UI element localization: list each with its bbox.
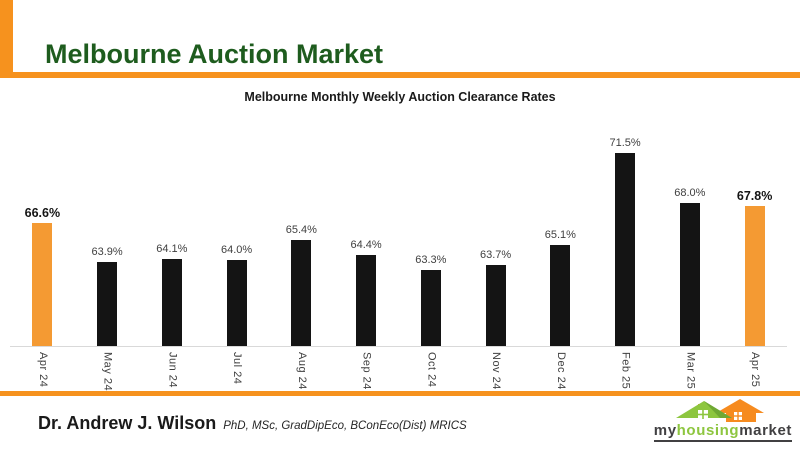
- x-axis-label: Sep 24: [360, 352, 373, 390]
- bar: [744, 206, 765, 346]
- bar: [32, 223, 53, 346]
- bar: [485, 265, 506, 346]
- x-axis-label-slot: Sep 24: [334, 352, 399, 391]
- author-name: Dr. Andrew J. Wilson PhD, MSc, GradDipEco…: [38, 411, 467, 438]
- bar-chart-plot-area: 66.6% 63.9% 64.1% 64.0% 65.4% 64.4% 63.3% 63.7%…: [10, 138, 787, 347]
- bar-value-label: 64.1%: [156, 243, 188, 255]
- bar-column: 65.4%: [269, 225, 334, 346]
- bar: [356, 255, 377, 346]
- bar: [679, 203, 700, 346]
- x-axis-label: Apr 24: [36, 352, 49, 388]
- author-credentials: PhD, MSc, GradDipEco, BConEco(Dist) MRIC…: [223, 420, 467, 432]
- bar-value-label: 67.8%: [736, 188, 773, 203]
- x-axis-label-slot: Oct 24: [399, 352, 464, 391]
- bar: [161, 259, 182, 346]
- bar-column: 65.1%: [528, 230, 593, 346]
- x-axis-label: Jul 24: [231, 352, 244, 385]
- bar-value-label: 63.3%: [415, 254, 447, 266]
- x-axis-label-slot: Nov 24: [463, 352, 528, 391]
- bar-column: 63.3%: [399, 255, 464, 346]
- bar-column: 63.9%: [75, 247, 140, 346]
- bar-column: 64.1%: [140, 244, 205, 346]
- bar-value-label: 63.7%: [480, 249, 512, 261]
- orange-house: [715, 399, 764, 422]
- bar-column: 64.4%: [334, 240, 399, 346]
- x-axis-label-slot: Jun 24: [140, 352, 205, 391]
- x-axis-label-slot: Apr 24: [10, 352, 75, 391]
- x-axis-label-slot: Apr 25: [722, 352, 787, 391]
- logo-part-housing: housing: [676, 422, 740, 439]
- green-house: [675, 401, 732, 419]
- bar-value-label: 64.0%: [221, 244, 253, 256]
- footer-divider: [0, 391, 800, 396]
- bar: [226, 260, 247, 346]
- x-axis-label: Nov 24: [490, 352, 503, 390]
- x-axis-labels: Apr 24 May 24 Jun 24 Jul 24 Aug 24 Sep 24 Oct …: [10, 352, 787, 391]
- bar: [550, 245, 571, 346]
- logo-part-market: market: [739, 422, 792, 439]
- x-axis-label: May 24: [101, 352, 114, 392]
- bar: [615, 153, 636, 346]
- bar-column: 64.0%: [204, 245, 269, 346]
- bar-column: 71.5%: [593, 138, 658, 346]
- bar-value-label: 71.5%: [609, 137, 641, 149]
- x-axis-label-slot: May 24: [75, 352, 140, 391]
- x-axis-label: Feb 25: [619, 352, 632, 390]
- x-axis-label: Dec 24: [554, 352, 567, 390]
- header-divider: [0, 72, 800, 78]
- bar-value-label: 65.1%: [544, 229, 576, 241]
- x-axis-label: Mar 25: [684, 352, 697, 390]
- bar-value-label: 68.0%: [674, 187, 706, 199]
- bar-value-label: 66.6%: [24, 205, 61, 220]
- x-axis-label: Aug 24: [295, 352, 308, 390]
- bar-value-label: 63.9%: [91, 246, 123, 258]
- chart-title: Melbourne Monthly Weekly Auction Clearan…: [244, 90, 556, 104]
- bar-column: 63.7%: [463, 250, 528, 346]
- logo-wordmark: myhousingmarket: [653, 422, 792, 442]
- logo-part-my: my: [653, 422, 677, 439]
- accent-left-strip: [0, 0, 13, 78]
- bar-column: 68.0%: [658, 188, 723, 346]
- myhousingmarket-logo: myhousingmarket: [653, 398, 792, 442]
- page-title: Melbourne Auction Market: [45, 39, 384, 70]
- bar-column: 67.8%: [722, 188, 787, 346]
- houses-icon: [675, 399, 764, 422]
- author-name-text: Dr. Andrew J. Wilson: [38, 413, 217, 433]
- x-axis-label-slot: Jul 24: [204, 352, 269, 391]
- x-axis-label-slot: Aug 24: [269, 352, 334, 391]
- x-axis-label: Oct 24: [425, 352, 438, 388]
- x-axis-label: Jun 24: [166, 352, 179, 389]
- bar-value-label: 65.4%: [285, 224, 317, 236]
- x-axis-label: Apr 25: [749, 352, 762, 388]
- bar: [420, 270, 441, 346]
- bar-value-label: 64.4%: [350, 239, 382, 251]
- bar-column: 66.6%: [10, 205, 75, 346]
- bar: [291, 240, 312, 346]
- bar: [97, 262, 118, 346]
- x-axis-label-slot: Feb 25: [593, 352, 658, 391]
- x-axis-label-slot: Dec 24: [528, 352, 593, 391]
- x-axis-label-slot: Mar 25: [658, 352, 723, 391]
